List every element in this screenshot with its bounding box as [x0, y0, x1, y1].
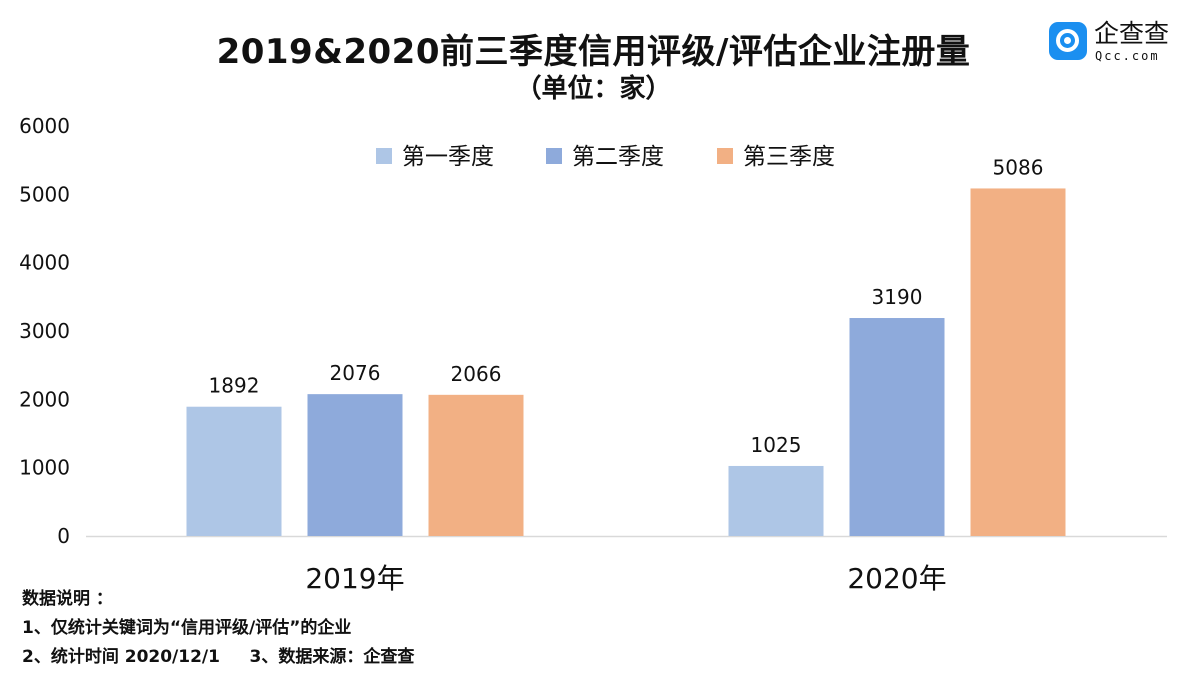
bar-3-2 — [970, 188, 1066, 536]
x-category-label: 2019年 — [305, 562, 404, 595]
logo-url: Qcc.com — [1095, 49, 1160, 63]
qcc-logo-icon — [1049, 22, 1087, 60]
y-tick-label: 5000 — [19, 182, 70, 206]
chart-title: 2019&2020前三季度信用评级/评估企业注册量 — [216, 32, 971, 72]
notes-line-2: 2、统计时间 2020/12/1 3、数据来源：企查查 — [22, 647, 415, 667]
bar-3-1 — [428, 394, 524, 536]
y-tick-label: 6000 — [19, 114, 70, 138]
notes-heading: 数据说明 ： — [22, 589, 113, 609]
notes-line-1: 1、仅统计关键词为“信用评级/评估”的企业 — [22, 618, 352, 638]
y-tick-label: 2000 — [19, 387, 70, 411]
legend-label: 第二季度 — [572, 144, 664, 170]
data-label: 2066 — [451, 362, 502, 386]
y-tick-label: 3000 — [19, 319, 70, 343]
y-tick-label: 4000 — [19, 251, 70, 275]
bar-2-1 — [307, 394, 403, 536]
data-label: 3190 — [872, 285, 923, 309]
data-label: 5086 — [993, 155, 1044, 179]
legend-swatch — [546, 148, 562, 164]
y-tick-label: 0 — [57, 524, 70, 548]
data-label: 1892 — [209, 374, 260, 398]
legend-label: 第一季度 — [402, 144, 494, 170]
legend-swatch — [717, 148, 733, 164]
logo-name: 企查查 — [1094, 19, 1170, 48]
bar-1-2 — [728, 465, 824, 536]
data-label: 1025 — [751, 433, 802, 457]
bar-2-2 — [849, 318, 945, 536]
bar-1-1 — [186, 406, 282, 536]
x-category-label: 2020年 — [847, 562, 946, 595]
chart-subtitle: （单位：家） — [515, 74, 672, 104]
data-notes: 数据说明 ： 1、仅统计关键词为“信用评级/评估”的企业 2、统计时间 2020… — [22, 585, 414, 672]
legend-swatch — [376, 148, 392, 164]
y-tick-label: 1000 — [19, 456, 70, 480]
legend-label: 第三季度 — [743, 144, 835, 170]
data-label: 2076 — [330, 361, 381, 385]
